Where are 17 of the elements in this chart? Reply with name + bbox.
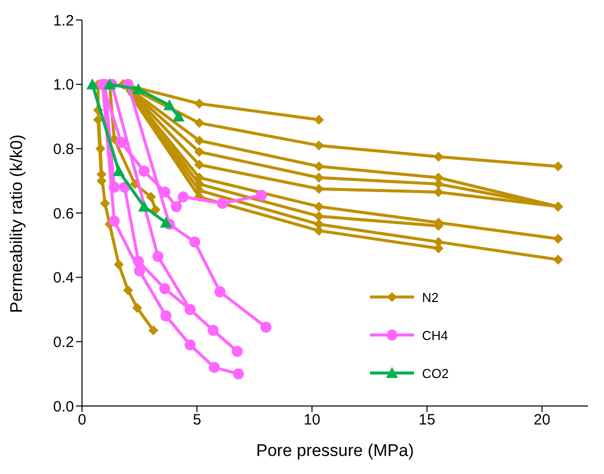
x-tick-label: 10 <box>304 412 320 429</box>
y-tick-label: 1.2 <box>53 12 74 30</box>
y-tick-label: 0.2 <box>53 334 74 351</box>
y-tick-label: 0.8 <box>53 140 74 158</box>
y-axis-title: Permeability ratio (k/k0) <box>7 134 26 313</box>
x-tick-label: 0 <box>78 412 86 429</box>
x-tick-label: 5 <box>192 412 202 429</box>
legend-label: N2 <box>422 290 439 304</box>
x-tick-label: 15 <box>418 412 436 429</box>
y-tick-label: 1.0 <box>53 76 74 94</box>
legend-label: CO2 <box>422 366 449 380</box>
y-tick-label: 0.6 <box>53 205 74 222</box>
y-tick-label: 0.4 <box>53 270 74 287</box>
legend-label: CH4 <box>422 328 448 342</box>
y-tick-label: 0.0 <box>53 398 74 416</box>
x-axis-title: Pore pressure (MPa) <box>256 441 414 460</box>
x-tick-label: 20 <box>534 412 550 429</box>
